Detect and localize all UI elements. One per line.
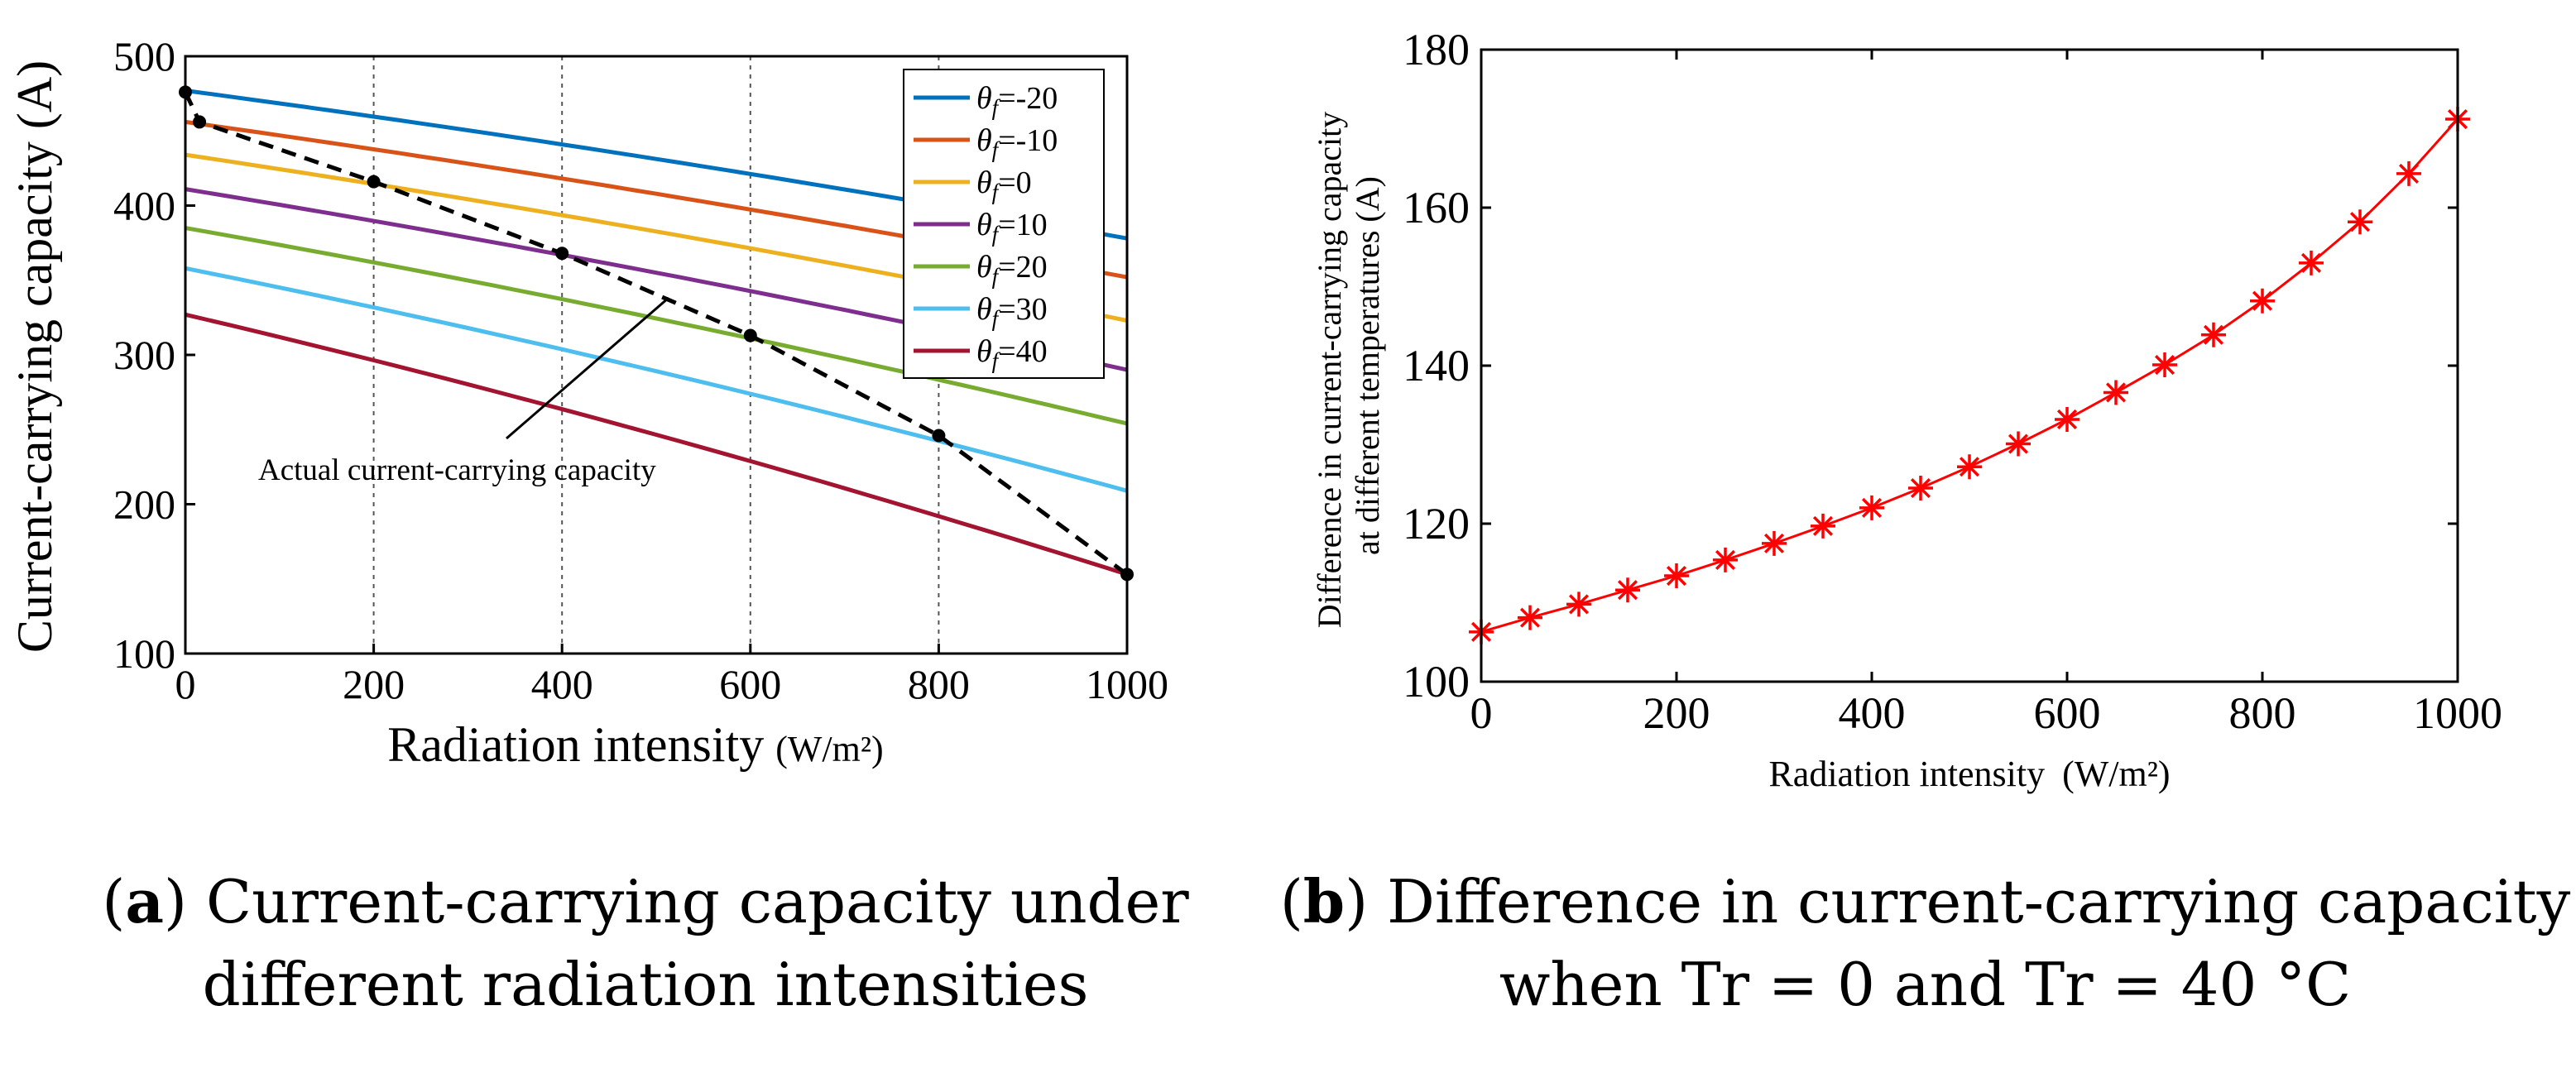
chart-a-actual-point: [555, 247, 569, 261]
chart-a-actual-point: [932, 429, 946, 443]
chart-a-series: [185, 89, 1128, 577]
chart-b-marker: [2250, 288, 2275, 314]
chart-a-ytick-label: 500: [113, 33, 175, 79]
chart-a-ytick-label: 200: [113, 481, 175, 528]
chart-b-xlabel: Radiation intensity (W/m²): [1768, 754, 2170, 794]
chart-b-marker: [2348, 209, 2372, 235]
chart-b-series: [1469, 107, 2470, 644]
chart-b-marker: [1615, 577, 1640, 603]
chart-b-marker: [2055, 406, 2080, 432]
chart-a-actual-point: [743, 328, 757, 342]
chart-a-legend-label-2: θf=0: [976, 165, 1032, 204]
chart-a-ylabel: Current-carrying capacity (A): [7, 60, 62, 653]
caption-a-line1: (a) Current-carrying capacity under: [102, 866, 1189, 936]
chart-a-actual-point: [193, 115, 207, 129]
chart-b-marker: [1664, 563, 1689, 589]
chart-b-xtick-label: 200: [1643, 688, 1710, 738]
chart-a-ticks: 0 200 400 600 800 1000 100 200 300 400 500: [113, 33, 1168, 707]
chart-a-annotation-arrow: [506, 296, 669, 440]
chart-a-legend-label-5: θf=30: [976, 292, 1048, 331]
chart-a-xtick-label: 1000: [1086, 661, 1168, 707]
chart-b-xtick-label: 1000: [2413, 688, 2502, 738]
caption-b-text1: Difference in current-carrying capacity: [1368, 867, 2571, 936]
chart-a-ytick-label: 100: [113, 630, 175, 677]
chart-b-marker: [1518, 605, 1542, 630]
chart-a-ytick-label: 400: [113, 183, 175, 229]
chart-b-xtick-label: 800: [2229, 688, 2296, 738]
chart-b-ytick-label: 120: [1403, 499, 1470, 548]
chart-b-marker: [1566, 591, 1591, 617]
chart-b-xtick-label: 600: [2034, 688, 2101, 738]
chart-b-marker: [1811, 513, 1835, 539]
chart-b-marker: [2201, 322, 2226, 347]
chart-b-marker: [1957, 454, 1982, 480]
chart-b-marker: [2006, 431, 2031, 457]
chart-a-xtick-label: 600: [719, 661, 781, 707]
chart-b-marker: [2103, 380, 2128, 405]
caption-b: (b) Difference in current-carrying capac…: [1274, 860, 2576, 1026]
chart-a-xtick-label: 0: [175, 661, 196, 707]
caption-b-line2: when Tr = 0 and Tr = 40 °C: [1499, 950, 2352, 1019]
chart-a-xtick-label: 800: [908, 661, 970, 707]
chart-a-series-line-6: [185, 312, 1128, 577]
chart-a-xtick-label: 400: [531, 661, 593, 707]
chart-b-xtick-label: 0: [1470, 688, 1493, 738]
caption-a-letter: a: [125, 866, 165, 936]
chart-b-xtick-label: 400: [1839, 688, 1906, 738]
chart-b-ytick-label: 140: [1403, 341, 1470, 390]
chart-a-annotation: Actual current-carrying capacity: [258, 453, 656, 487]
chart-b-ytick-label: 180: [1403, 25, 1470, 74]
chart-a-gridlines: [372, 56, 940, 654]
chart-b-marker: [1762, 530, 1787, 556]
chart-a-legend-label-0: θf=-20: [976, 81, 1058, 120]
chart-a-legend-label-4: θf=20: [976, 250, 1048, 289]
chart-a-xlabel: Radiation intensity (W/m²): [387, 717, 883, 772]
chart-b-marker: [1859, 495, 1884, 520]
chart-a-actual-curve: [179, 85, 1134, 582]
chart-b-ylabel: Difference in current-carrying capacity …: [1311, 103, 1386, 628]
chart-b-ticks: 0 200 400 600 800 1000 100 120 140 160 180: [1403, 25, 2502, 738]
chart-b-marker: [1908, 476, 1933, 501]
caption-a-line2: different radiation intensities: [202, 950, 1089, 1019]
chart-b: 0 200 400 600 800 1000 100 120 140 160 180 Differe…: [1311, 25, 2502, 794]
chart-a-series-line-4: [185, 226, 1128, 426]
caption-b-letter: b: [1302, 866, 1346, 936]
chart-a-legend-label-6: θf=40: [976, 334, 1048, 373]
chart-b-marker: [2396, 160, 2421, 186]
caption-a-text1: Current-carrying capacity under: [187, 867, 1189, 936]
chart-a-ytick-label: 300: [113, 332, 175, 378]
chart-a-actual-point: [367, 175, 381, 189]
chart-a-xtick-label: 200: [343, 661, 405, 707]
chart-a-legend-label-1: θf=-10: [976, 123, 1058, 162]
chart-a-series-line-5: [185, 266, 1128, 493]
caption-a: (a) Current-carrying capacity under diff…: [0, 860, 1291, 1026]
chart-b-series-line: [1480, 117, 2459, 634]
chart-a-legend-label-3: θf=10: [976, 208, 1048, 247]
chart-b-ytick-label: 160: [1403, 183, 1470, 232]
chart-b-marker: [2299, 250, 2324, 275]
chart-b-marker: [1713, 547, 1738, 572]
chart-b-ytick-label: 100: [1403, 657, 1470, 706]
caption-b-line1: (b) Difference in current-carrying capac…: [1279, 866, 2571, 936]
chart-b-marker: [2152, 352, 2177, 378]
